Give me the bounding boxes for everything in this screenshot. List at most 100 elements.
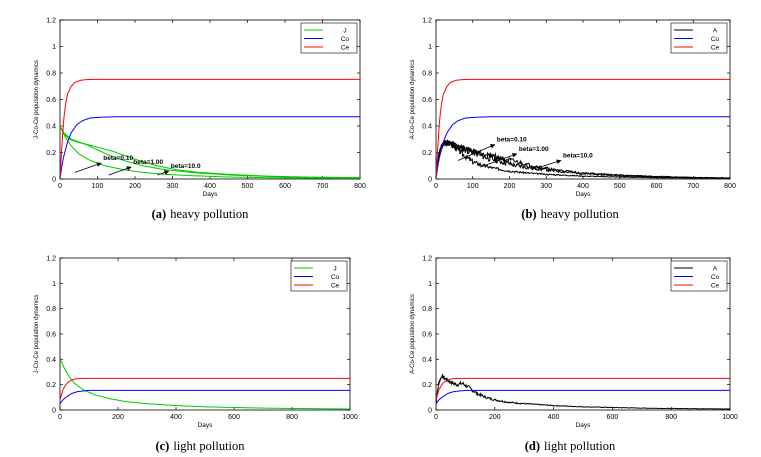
- legend-label: Co: [331, 274, 340, 281]
- annotation-arrow: [479, 153, 518, 168]
- annotation-label: beta=1.00: [519, 146, 549, 153]
- x-tick-label: 0: [434, 414, 438, 421]
- x-tick-label: 800: [665, 414, 677, 421]
- series-line-Ce-4: [60, 78, 360, 179]
- x-tick-label: 0: [58, 414, 62, 421]
- y-tick-label: 0.4: [46, 357, 56, 364]
- legend-label: Ce: [331, 283, 340, 290]
- panel-caption: (b) heavy pollution: [521, 207, 619, 221]
- legend-label: Co: [341, 36, 350, 43]
- y-tick-label: 0.2: [422, 150, 432, 157]
- panel-caption: (a) heavy pollution: [152, 207, 249, 221]
- annotation-arrow: [108, 166, 132, 176]
- x-tick-label: 600: [228, 414, 240, 421]
- legend: ACo Ce: [670, 22, 728, 54]
- y-tick-label: 0.8: [46, 306, 56, 313]
- annotation-label: beta=10.0: [563, 152, 593, 159]
- chart-panel-b: 0 100 200 300 400 500 600 700 800 0 0.2 0.4 0.6 0.8 1 1…: [410, 18, 736, 222]
- annotation-label: beta=0.10: [103, 155, 133, 162]
- x-tick-label: 500: [614, 183, 626, 190]
- y-tick-label: 1: [428, 281, 432, 288]
- legend-label: Co: [711, 36, 720, 43]
- x-tick-label: 600: [607, 414, 619, 421]
- annotation-arrow: [531, 159, 562, 171]
- panel-caption-label: (a): [152, 207, 167, 221]
- series-line-J-2: [60, 125, 360, 179]
- y-tick-label: 0: [428, 408, 432, 415]
- y-tick-label: 0.4: [46, 124, 56, 131]
- panel-caption-text: light pollution: [544, 439, 616, 453]
- panel-caption-text: heavy pollution: [170, 207, 249, 221]
- panel-caption-label: (b): [521, 207, 536, 221]
- y-tick-label: 1.2: [46, 256, 56, 263]
- x-tick-label: 800: [286, 414, 298, 421]
- panel-caption-text: light pollution: [173, 439, 245, 453]
- annotation-label: beta=10.0: [171, 163, 201, 170]
- legend-label: A: [713, 266, 718, 273]
- y-tick-label: 1: [428, 44, 432, 51]
- y-tick-label: 0.6: [46, 97, 56, 104]
- y-axis-label: J-Co-Ce population dynamics: [34, 295, 40, 374]
- x-tick-label: 400: [170, 414, 182, 421]
- series-line-A-0: [436, 373, 730, 410]
- x-tick-label: 300: [540, 183, 552, 190]
- legend: JCo Ce: [290, 260, 348, 292]
- series-line-Ce-2: [436, 377, 730, 401]
- x-tick-label: 0: [58, 183, 62, 190]
- x-tick-label: 200: [504, 183, 516, 190]
- y-tick-label: 0: [52, 177, 56, 184]
- legend: ACo Ce: [670, 260, 728, 292]
- x-tick-label: 600: [279, 183, 291, 190]
- legend-label: Co: [711, 274, 720, 281]
- y-tick-label: 0.8: [422, 306, 432, 313]
- y-axis-label: A-Co-Ce population dynamics: [410, 294, 416, 374]
- x-axis-label: Days: [576, 422, 592, 429]
- x-tick-label: 800: [354, 183, 366, 190]
- series-group: [436, 373, 730, 410]
- y-tick-label: 0.2: [46, 150, 56, 157]
- x-tick-label: 800: [724, 183, 736, 190]
- x-axis-label: Days: [198, 422, 214, 429]
- series-line-Ce-2: [60, 377, 350, 401]
- x-tick-label: 400: [577, 183, 589, 190]
- panel-caption-label: (d): [525, 439, 540, 453]
- y-axis-label: J-Co-Ce population dynamics: [34, 60, 40, 139]
- x-tick-label: 0: [434, 183, 438, 190]
- panel-caption-text: heavy pollution: [541, 207, 620, 221]
- x-tick-label: 100: [467, 183, 479, 190]
- x-tick-label: 1000: [342, 414, 358, 421]
- panel-caption-label: (c): [155, 439, 169, 453]
- x-tick-label: 600: [651, 183, 663, 190]
- y-tick-label: 1.2: [422, 256, 432, 263]
- y-tick-label: 0: [52, 408, 56, 415]
- x-tick-label: 100: [92, 183, 104, 190]
- legend: JCo Ce: [300, 22, 358, 54]
- series-group: [60, 359, 350, 410]
- legend-label: J: [333, 266, 336, 273]
- x-tick-label: 400: [548, 414, 560, 421]
- x-tick-label: 500: [242, 183, 254, 190]
- series-line-Co-3: [436, 116, 730, 179]
- y-tick-label: 0.4: [422, 357, 432, 364]
- y-tick-label: 0.8: [422, 71, 432, 78]
- series-line-J-0: [60, 125, 360, 179]
- y-tick-label: 1: [52, 281, 56, 288]
- series-line-Co-1: [60, 389, 350, 404]
- y-tick-label: 0.2: [46, 382, 56, 389]
- y-tick-label: 0.8: [46, 71, 56, 78]
- y-tick-label: 0.6: [422, 332, 432, 339]
- series-line-J-0: [60, 359, 350, 410]
- x-tick-label: 200: [112, 414, 124, 421]
- x-tick-label: 200: [489, 414, 501, 421]
- y-tick-label: 0.6: [46, 332, 56, 339]
- annotation-arrow: [74, 162, 102, 173]
- y-tick-label: 1.2: [422, 18, 432, 25]
- x-axis-label: Days: [576, 191, 592, 198]
- x-tick-label: 400: [204, 183, 216, 190]
- x-tick-label: 300: [167, 183, 179, 190]
- x-tick-label: 1000: [722, 414, 738, 421]
- y-tick-label: 1.2: [46, 18, 56, 25]
- chart-panel-c: 0 200 400 600 800 1000 0 0.2 0.4 0.6 0.8 1 1.2 Days J-…: [34, 256, 358, 454]
- series-line-A-2: [436, 140, 730, 179]
